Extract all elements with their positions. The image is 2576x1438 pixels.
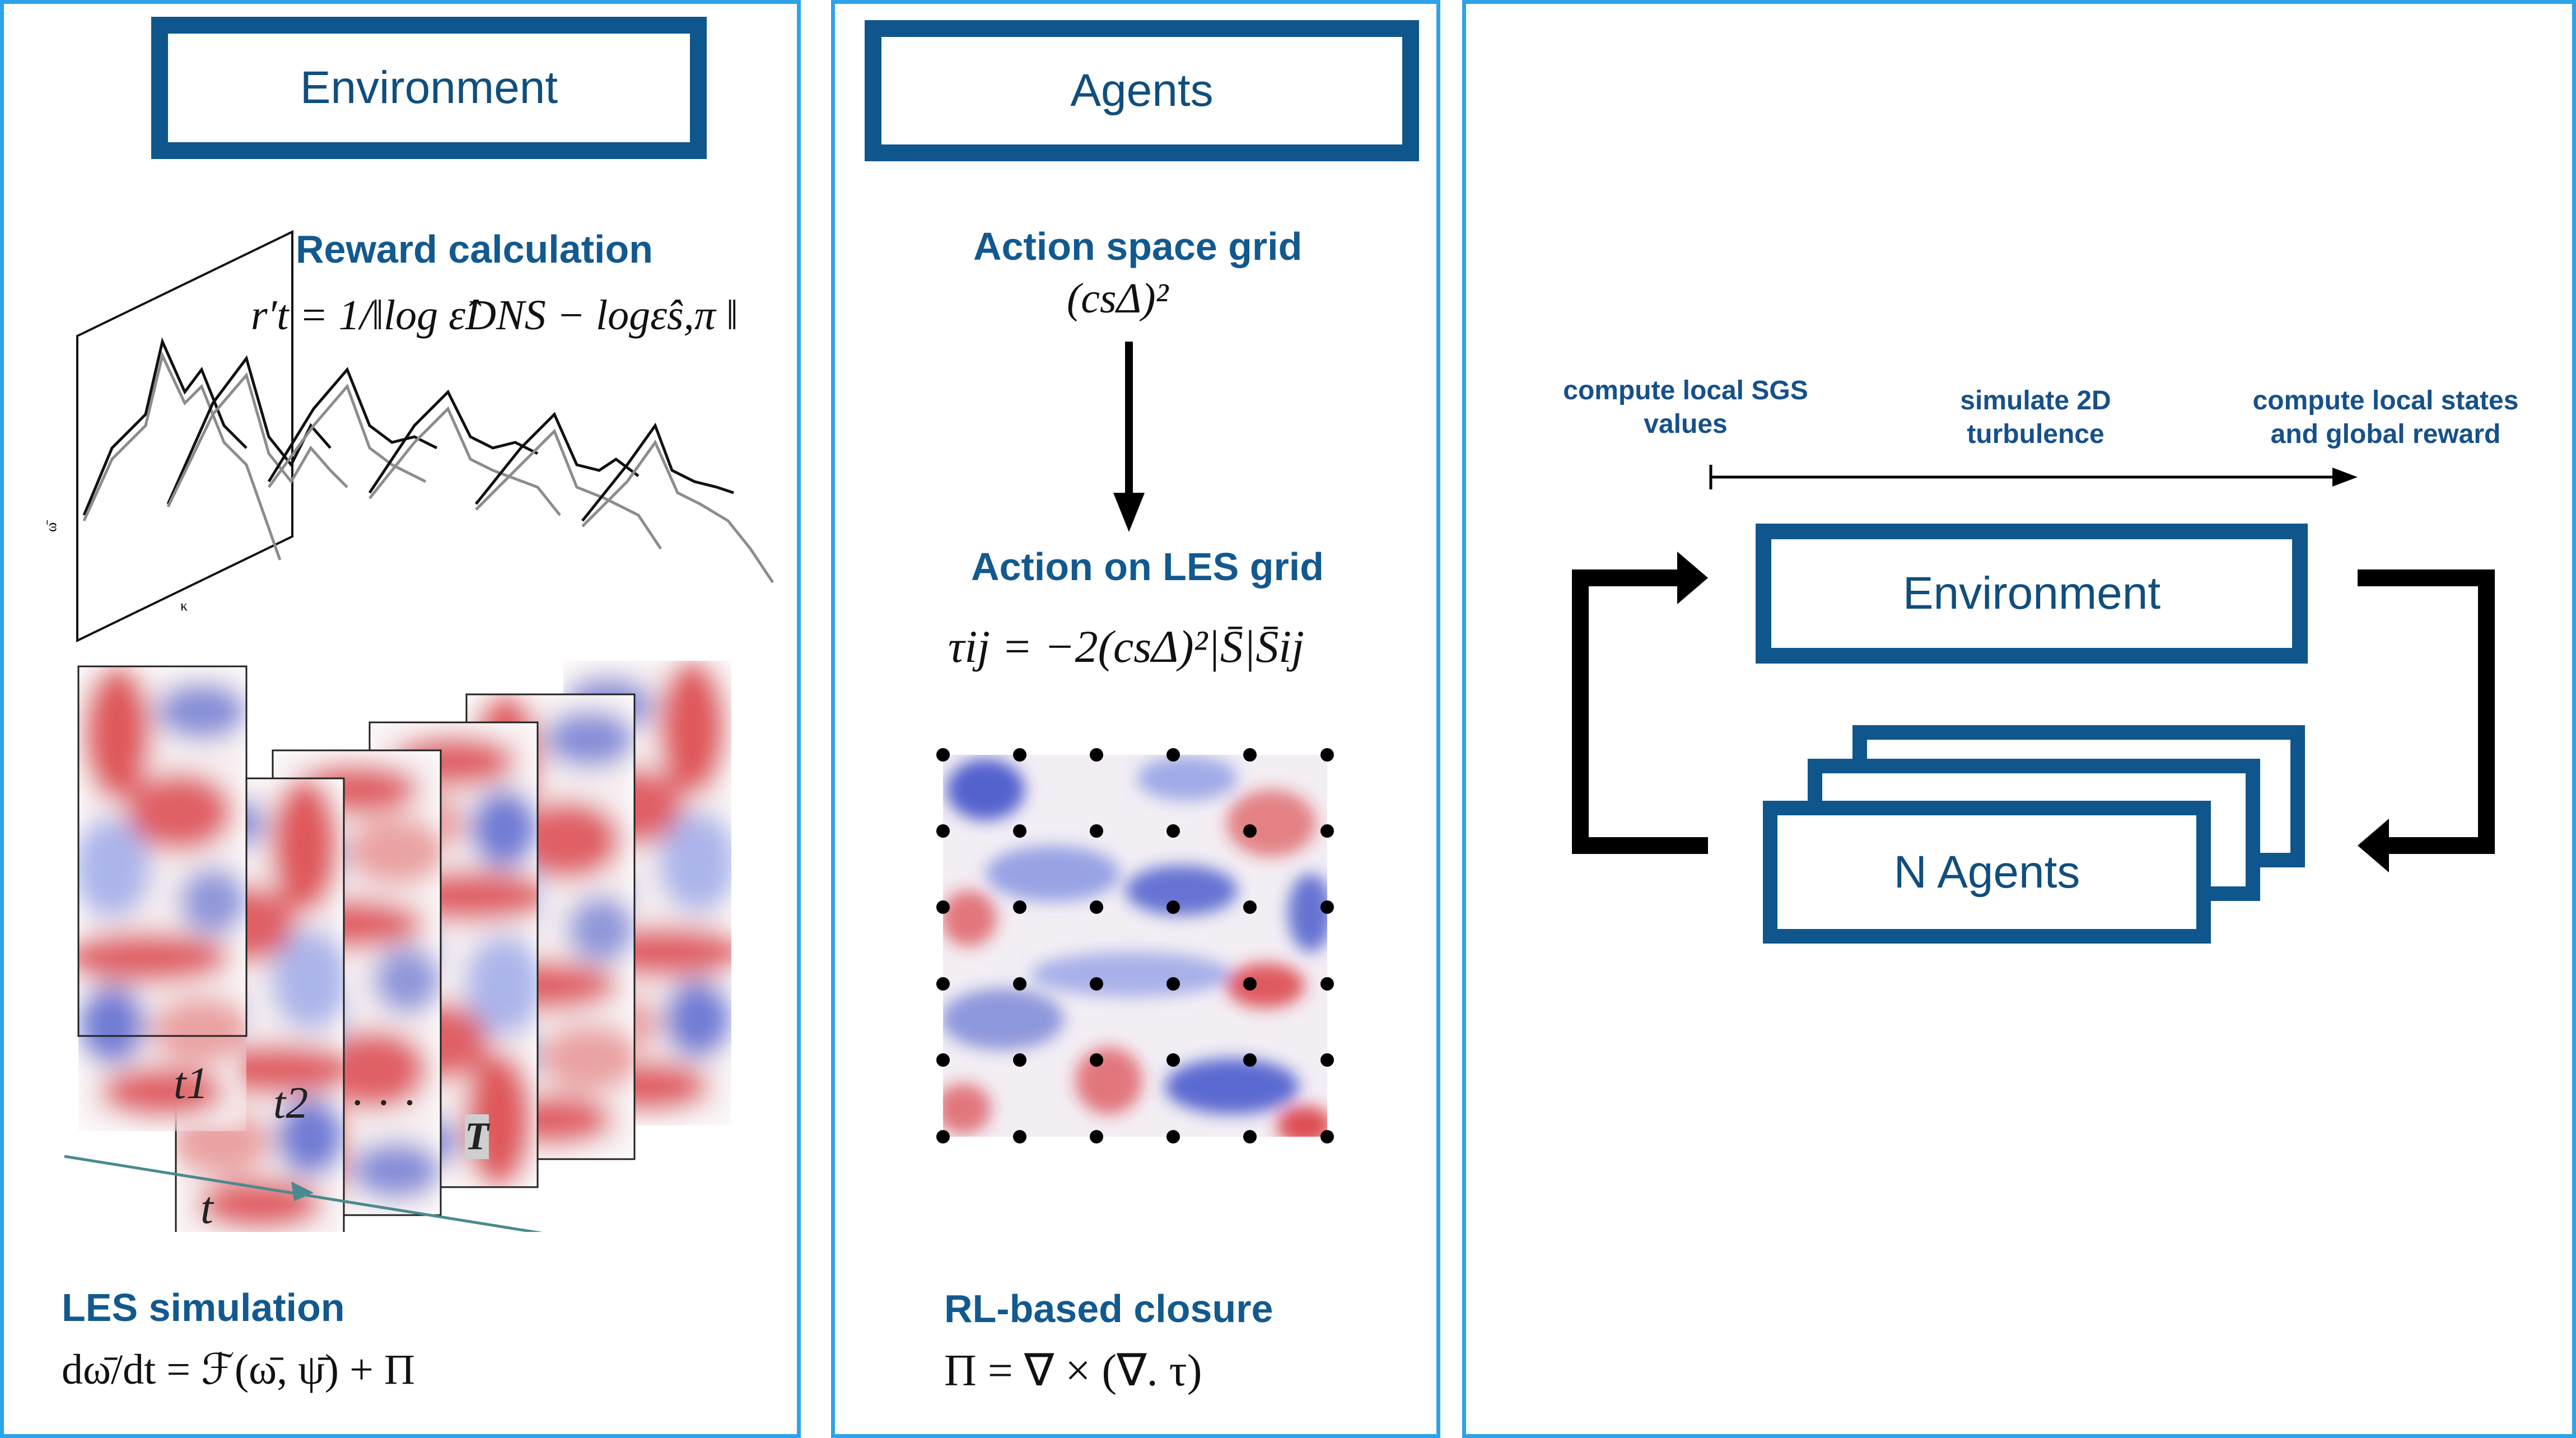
action-space-formula: (csΔ)²	[1067, 275, 1169, 322]
agents-title-box: Agents	[865, 20, 1419, 161]
time-axis	[64, 1155, 543, 1232]
spectrum-curves	[82, 337, 774, 583]
agent-stack-front: N Agents	[1763, 801, 2211, 944]
reward-heading: Reward calculation	[296, 227, 653, 271]
spectrum-y-label: ω̄	[43, 520, 59, 532]
loop-environment-box: Environment	[1756, 524, 2308, 664]
tau-formula: τij = −2(csΔ)²|S̄|S̄ij	[948, 621, 1304, 672]
action-space-heading: Action space grid	[973, 225, 1303, 268]
agents-panel	[831, 0, 1440, 1438]
environment-title: Environment	[300, 62, 558, 113]
time-label-dots: · · ·	[350, 1078, 417, 1128]
agents-title: Agents	[1070, 65, 1214, 116]
action-les-heading: Action on LES grid	[971, 545, 1324, 589]
environment-panel	[0, 0, 801, 1438]
step-label-sgs: compute local SGS values	[1563, 376, 1808, 439]
step-label-reward: compute local states and global reward	[2252, 386, 2519, 449]
time-axis-arrowhead	[291, 1182, 314, 1201]
reward-formula: r′t = 1/‖log ε̂DNS − logε̂s,π ‖	[251, 292, 739, 339]
time-axis-label: t	[200, 1182, 213, 1233]
les-visual: ω̄ κ	[43, 230, 774, 1232]
les-formula: dω̄/dt = ℱ(ω̄, ψ̄) + Π	[62, 1346, 415, 1393]
step-label-simulate: simulate 2D turbulence	[1960, 386, 2111, 449]
closure-formula: Π = ∇ × (∇. τ)	[944, 1346, 1202, 1395]
agent-grid-dots	[936, 748, 1334, 1143]
closure-heading: RL-based closure	[944, 1287, 1273, 1330]
time-label-T: T	[465, 1114, 489, 1159]
time-label-t1: t1	[174, 1059, 209, 1108]
environment-title-box: Environment	[151, 17, 707, 159]
loop-agents-label: N Agents	[1893, 846, 2080, 898]
les-heading: LES simulation	[62, 1286, 345, 1329]
spectrum-x-label: κ	[180, 597, 188, 614]
spectrum-plane	[76, 230, 293, 643]
time-label-t2: t2	[273, 1078, 309, 1128]
vorticity-slices	[77, 661, 731, 1232]
loop-environment-label: Environment	[1902, 568, 2161, 619]
loop-panel	[1462, 0, 2576, 1438]
